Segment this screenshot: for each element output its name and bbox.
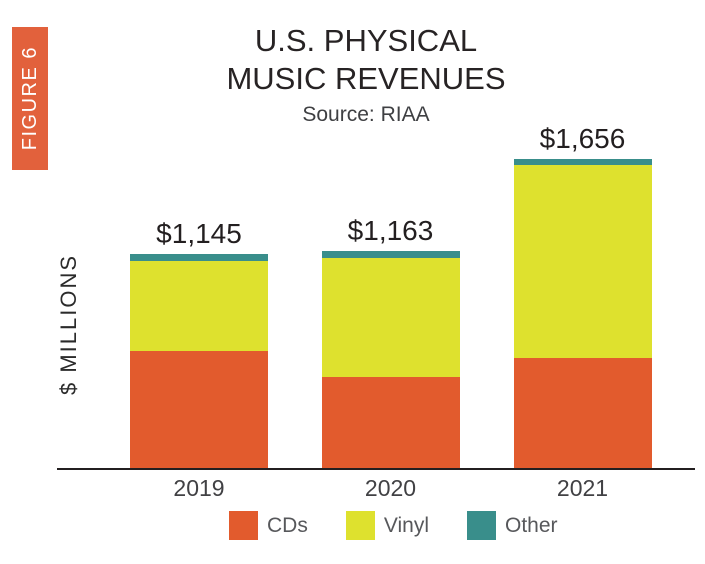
legend: CDs Vinyl Other bbox=[229, 511, 558, 540]
x-axis-tick-2019: 2019 bbox=[173, 475, 225, 501]
bar-segment-2019-other bbox=[130, 254, 268, 261]
y-axis-label: $ MILLIONS bbox=[56, 253, 81, 395]
legend-label-vinyl: Vinyl bbox=[383, 514, 429, 537]
x-axis-line bbox=[57, 468, 695, 470]
legend-label-cds: CDs bbox=[267, 514, 308, 537]
chart-source: Source: RIAA bbox=[302, 103, 430, 126]
bar-segment-2019-vinyl bbox=[130, 260, 268, 352]
bar-segment-2019-cds bbox=[130, 351, 268, 468]
figure-badge: FIGURE 6 bbox=[12, 27, 48, 170]
x-axis-tick-2021: 2021 bbox=[556, 475, 609, 501]
bar-segment-2021-other bbox=[513, 158, 652, 165]
other-swatch-icon bbox=[466, 511, 496, 540]
bar-segment-2021-vinyl bbox=[513, 164, 652, 358]
bar-segment-2020-other bbox=[321, 250, 460, 259]
legend-item-cds: CDs bbox=[229, 511, 308, 540]
legend-label-other: Other bbox=[504, 514, 558, 537]
bar-segment-2020-vinyl bbox=[321, 258, 460, 377]
bar-total-label-2019: $1,145 bbox=[156, 218, 242, 250]
legend-item-vinyl: Vinyl bbox=[345, 511, 429, 540]
bar-total-label-2020: $1,163 bbox=[347, 214, 434, 246]
bar-segment-2020-cds bbox=[321, 376, 460, 468]
chart-title-line1: U.S. PHYSICAL bbox=[254, 23, 478, 58]
bar-segment-2021-cds bbox=[513, 357, 652, 468]
x-axis-tick-2020: 2020 bbox=[364, 475, 417, 501]
legend-item-other: Other bbox=[466, 511, 558, 540]
vinyl-swatch-icon bbox=[345, 511, 375, 540]
cds-swatch-icon bbox=[229, 511, 258, 540]
bar-total-label-2021: $1,656 bbox=[539, 122, 626, 154]
chart-title-line2: MUSIC REVENUES bbox=[226, 61, 506, 96]
